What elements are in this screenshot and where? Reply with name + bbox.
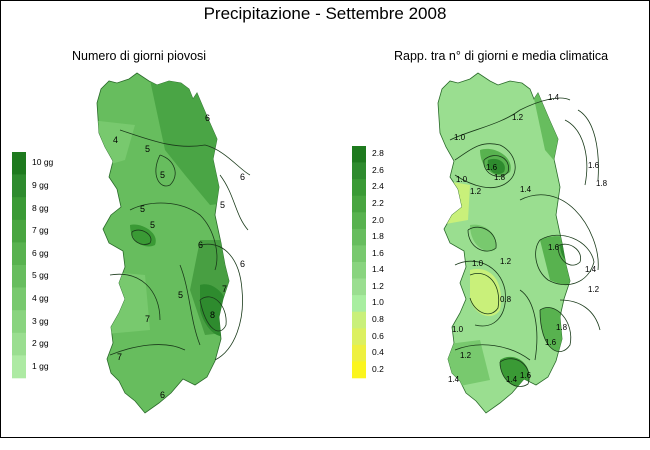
right-contour-label: 1.2 (460, 351, 472, 360)
legend-swatch (12, 310, 26, 334)
left-contour-label: 5 (140, 204, 145, 214)
left-contour-label: 6 (205, 113, 210, 123)
left-contour-label: 7 (222, 284, 227, 294)
right-contour-label: 1.0 (454, 133, 466, 142)
right-legend-scale (352, 146, 366, 379)
legend-label: 0.4 (372, 347, 384, 358)
left-contour-label: 5 (150, 220, 155, 230)
legend-swatch (352, 146, 366, 163)
right-contour-label: 1.4 (448, 375, 460, 384)
legend-swatch (352, 162, 366, 180)
left-contour-label: 5 (145, 144, 150, 154)
left-map: 4 5 5 5 6 6 6 6 7 7 7 8 5 5 5 6 (96, 72, 251, 414)
right-contour-label: 1.4 (548, 93, 560, 102)
legend-label: 6 gg (32, 247, 49, 258)
right-map-subtitle: Rapp. tra n° di giorni e media climatica (394, 49, 609, 63)
right-contour-label: 1.0 (472, 259, 484, 268)
legend-swatch (352, 195, 366, 213)
legend-label: 8 gg (32, 202, 49, 213)
right-contour-label: 1.2 (500, 257, 512, 266)
legend-label: 4 gg (32, 292, 49, 303)
legend-swatch (352, 179, 366, 196)
left-contour-label: 5 (220, 200, 225, 210)
right-contour-label: 1.6 (520, 371, 532, 380)
legend-label: 2.0 (372, 214, 384, 225)
right-contour-label: 1.6 (486, 163, 498, 172)
left-legend-scale (12, 152, 26, 379)
right-contours (449, 97, 601, 387)
legend-swatch (12, 197, 26, 221)
right-map: 1.0 1.2 1.4 1.6 1.8 1.0 1.2 1.4 1.6 1.8 … (437, 72, 608, 414)
legend-swatch (12, 287, 26, 311)
legend-swatch (12, 174, 26, 198)
left-contour-label: 8 (210, 310, 215, 320)
legend-label: 1.6 (372, 247, 384, 258)
left-contour-label: 4 (113, 135, 118, 145)
right-contour-label: 1.2 (470, 187, 482, 196)
right-contour-label: 1.4 (520, 185, 532, 194)
left-contour-label: 7 (145, 314, 150, 324)
legend-label: 1.0 (372, 297, 384, 308)
legend-label: 2 gg (32, 338, 49, 349)
legend-label: 2.2 (372, 198, 384, 208)
left-contour-label: 5 (178, 290, 183, 300)
left-contour-label: 6 (198, 240, 203, 250)
left-map-subtitle: Numero di giorni piovosi (72, 49, 207, 63)
legend-label: 1.4 (372, 264, 384, 275)
right-contour-label: 1.2 (512, 113, 524, 122)
legend-swatch (12, 265, 26, 288)
legend-label: 3 gg (32, 315, 49, 326)
legend-swatch (352, 245, 366, 263)
right-contour-label: 1.8 (556, 323, 568, 332)
right-contour-label: 1.0 (452, 325, 464, 334)
legend-label: 0.6 (372, 330, 384, 341)
right-contour-label: 1.4 (506, 375, 518, 384)
legend-swatch (352, 361, 366, 379)
right-contour-label: 1.2 (588, 285, 600, 294)
left-contour-label: 7 (117, 352, 122, 362)
legend-label: 1.2 (372, 280, 384, 291)
left-contours (109, 129, 251, 361)
right-contour-label: 1.6 (548, 243, 560, 252)
legend-label: 10 gg (32, 157, 54, 168)
legend-swatch (352, 278, 366, 296)
legend-label: 9 gg (32, 179, 49, 190)
right-contour-label: 1.8 (494, 173, 506, 182)
right-contour-label: 1.6 (545, 338, 557, 347)
legend-swatch (352, 262, 366, 279)
legend-swatch (12, 332, 26, 356)
right-contour-label: 1.8 (596, 179, 608, 188)
legend-swatch (12, 355, 26, 379)
legend-label: 1 gg (32, 360, 49, 371)
legend-label: 0.8 (372, 314, 384, 324)
legend-swatch (12, 219, 26, 243)
legend-swatch (352, 311, 366, 329)
legend-label: 7 gg (32, 225, 49, 236)
legend-swatch (352, 212, 366, 230)
legend-swatch (352, 328, 366, 346)
legend-swatch (12, 152, 26, 175)
legend-swatch (352, 344, 366, 362)
legend-label: 1.8 (372, 231, 384, 242)
left-contour-label: 6 (160, 390, 165, 400)
legend-label: 0.2 (372, 363, 384, 374)
right-contour-labels: 1.0 1.2 1.4 1.6 1.8 1.0 1.2 1.4 1.6 1.8 … (448, 93, 608, 384)
right-contour-label: 0.8 (500, 295, 512, 304)
legend-label: 2.8 (372, 148, 384, 159)
right-contour-label: 1.0 (456, 175, 468, 184)
right-contour-label: 1.6 (588, 161, 600, 170)
legend-swatch (352, 228, 366, 246)
right-contour-label: 1.4 (585, 265, 597, 274)
left-contour-label: 6 (240, 259, 245, 269)
left-contour-label: 5 (160, 170, 165, 180)
left-contour-label: 6 (240, 172, 245, 182)
legend-swatch (12, 242, 26, 266)
legend-swatch (352, 295, 366, 312)
legend-label: 2.6 (372, 164, 384, 175)
left-contour-labels: 4 5 5 5 6 6 6 6 7 7 7 8 5 5 5 6 (113, 113, 245, 400)
legend-label: 5 gg (32, 270, 49, 281)
figure-title: Precipitazione - Settembre 2008 (203, 4, 447, 23)
legend-label: 2.4 (372, 181, 384, 192)
